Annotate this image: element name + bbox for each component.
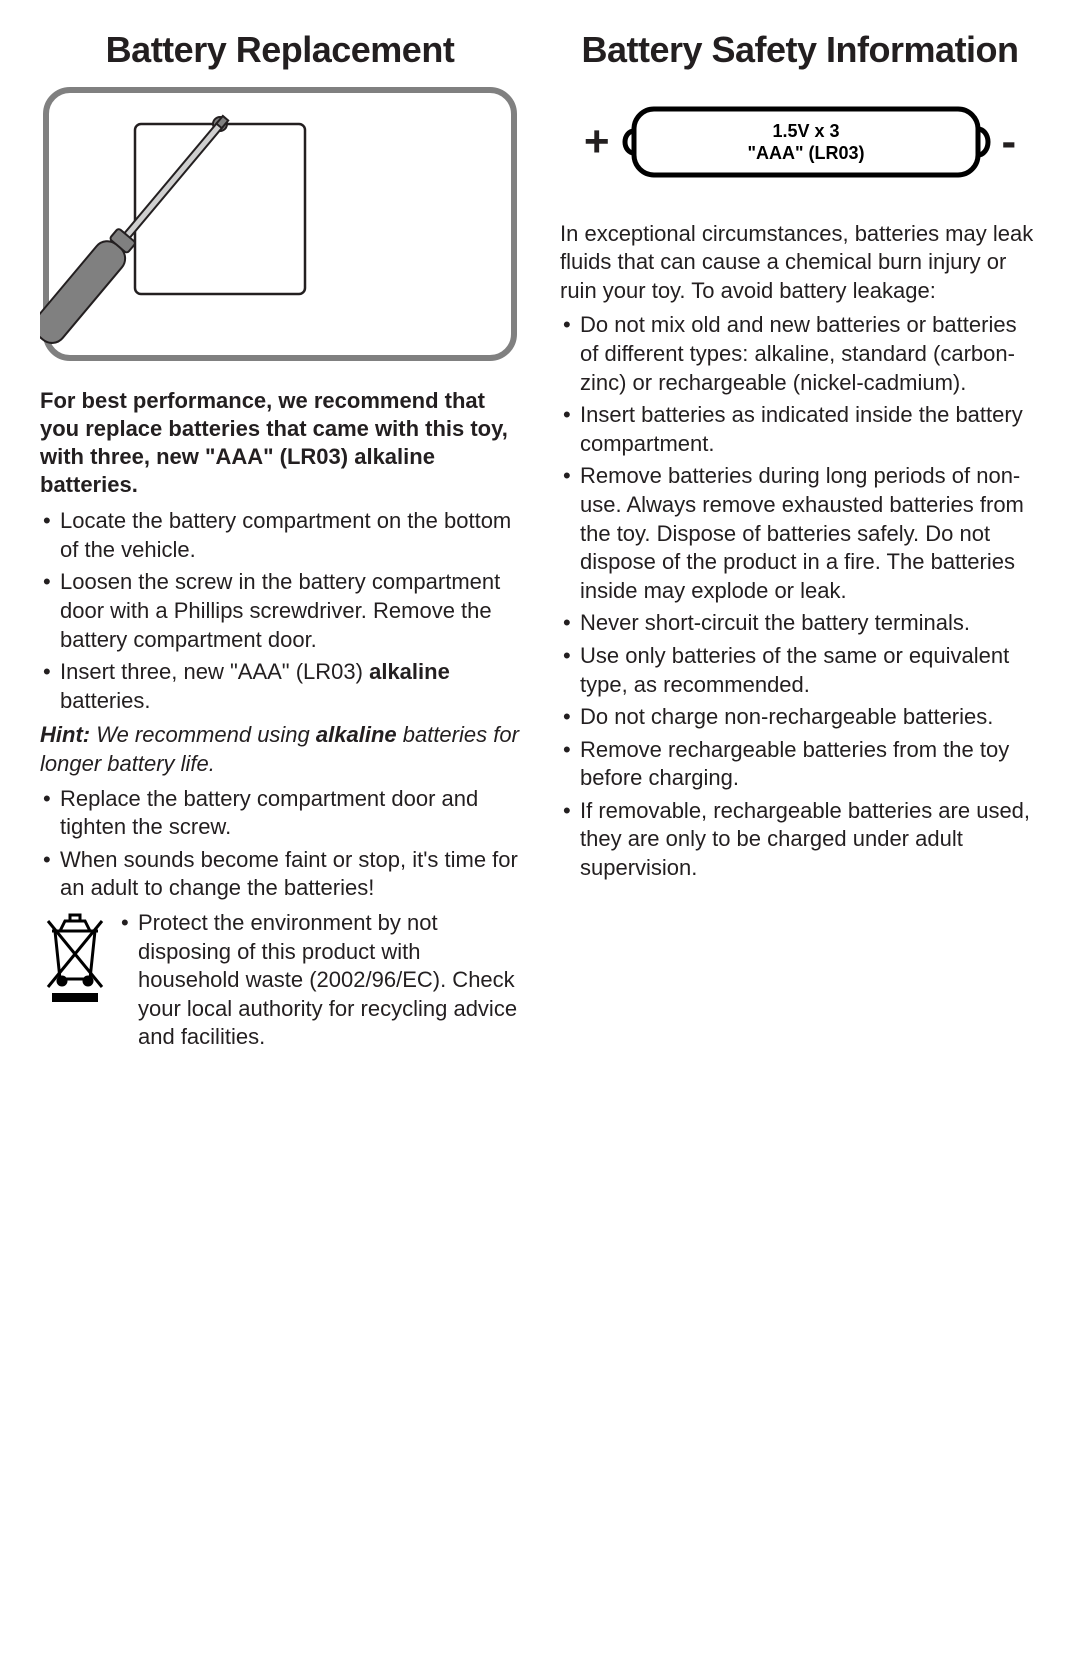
safety-intro: In exceptional circumstances, batteries … bbox=[560, 220, 1040, 306]
polarity-minus: - bbox=[1002, 120, 1017, 164]
safety-list: Do not mix old and new batteries or batt… bbox=[560, 311, 1040, 882]
instruction-item: Loosen the screw in the battery compartm… bbox=[40, 568, 520, 654]
screwdriver-illustration bbox=[40, 84, 520, 364]
battery-spec-line2: "AAA" (LR03) bbox=[747, 143, 864, 163]
weee-text: Protect the environment by not disposing… bbox=[118, 909, 520, 1052]
safety-item: Never short-circuit the battery terminal… bbox=[560, 609, 1040, 638]
column-battery-replacement: Battery Replacement For best performance… bbox=[40, 30, 520, 1052]
safety-item: Use only batteries of the same or equiva… bbox=[560, 642, 1040, 699]
polarity-plus: + bbox=[584, 120, 610, 164]
safety-item: Insert batteries as indicated inside the… bbox=[560, 401, 1040, 458]
safety-item: Remove batteries during long periods of … bbox=[560, 462, 1040, 605]
instruction-item: Insert three, new "AAA" (LR03) alkaline … bbox=[40, 658, 520, 715]
safety-item: If removable, rechargeable batteries are… bbox=[560, 797, 1040, 883]
title-safety: Battery Safety Information bbox=[560, 30, 1040, 70]
intro-recommendation: For best performance, we recommend that … bbox=[40, 387, 520, 500]
weee-bin-icon bbox=[40, 909, 110, 1004]
weee-row: Protect the environment by not disposing… bbox=[40, 909, 520, 1052]
battery-diagram: + 1.5V x 3 "AAA" (LR03) - bbox=[560, 95, 1040, 190]
instructions-list-2: Replace the battery compartment door and… bbox=[40, 785, 520, 903]
instruction-item: Locate the battery compartment on the bo… bbox=[40, 507, 520, 564]
instructions-list-1: Locate the battery compartment on the bo… bbox=[40, 507, 520, 715]
hint-text: Hint: We recommend using alkaline batter… bbox=[40, 721, 520, 778]
title-replacement: Battery Replacement bbox=[40, 30, 520, 70]
battery-icon: 1.5V x 3 "AAA" (LR03) bbox=[616, 101, 996, 183]
safety-item: Do not charge non-rechargeable batteries… bbox=[560, 703, 1040, 732]
safety-item: Do not mix old and new batteries or batt… bbox=[560, 311, 1040, 397]
instruction-item: When sounds become faint or stop, it's t… bbox=[40, 846, 520, 903]
column-battery-safety: Battery Safety Information + 1.5V x 3 "A… bbox=[560, 30, 1040, 1052]
instruction-item: Replace the battery compartment door and… bbox=[40, 785, 520, 842]
safety-item: Remove rechargeable batteries from the t… bbox=[560, 736, 1040, 793]
battery-spec-line1: 1.5V x 3 bbox=[772, 121, 839, 141]
